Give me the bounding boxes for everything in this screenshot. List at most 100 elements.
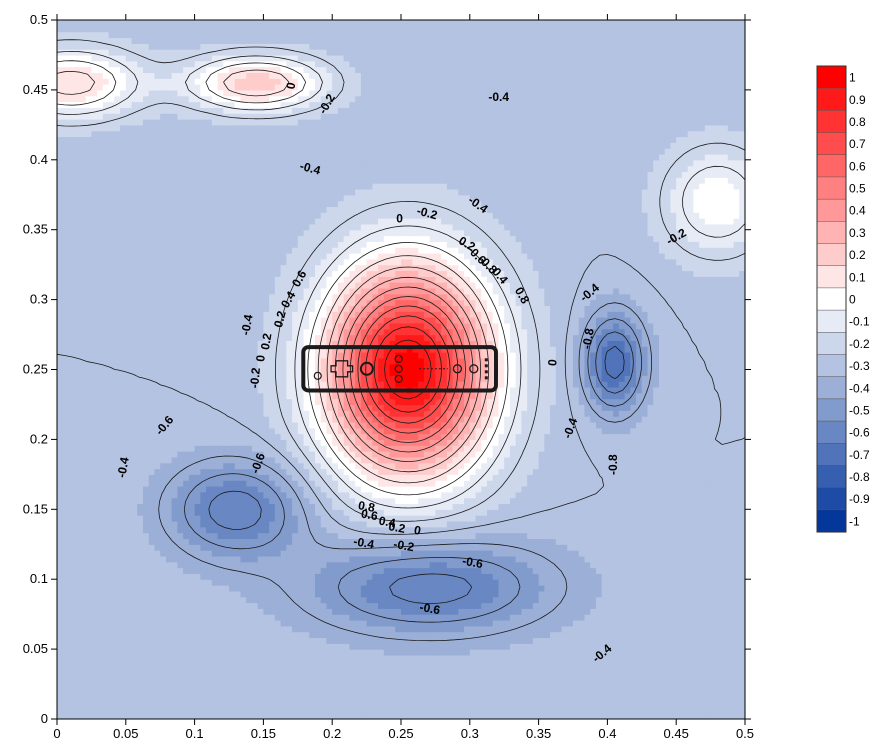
contour-cell	[131, 253, 138, 260]
contour-cell	[200, 101, 207, 108]
contour-cell	[206, 282, 213, 289]
contour-cell	[148, 352, 156, 359]
contour-cell	[286, 148, 293, 155]
contour-cell	[57, 398, 64, 406]
contour-cell	[85, 317, 92, 324]
contour-cell	[91, 119, 98, 126]
contour-cell	[74, 486, 81, 493]
contour-cell	[97, 317, 104, 324]
contour-cell	[68, 37, 75, 44]
contour-cell	[154, 398, 161, 406]
contour-cell	[194, 649, 201, 656]
contour-cell	[263, 515, 270, 522]
contour-cell	[206, 678, 213, 685]
contour-cell	[223, 66, 230, 74]
contour-cell	[183, 218, 190, 225]
contour-cell	[171, 585, 178, 592]
contour-cell	[102, 43, 110, 50]
contour-cell	[223, 357, 230, 365]
contour-cell	[194, 614, 201, 621]
contour-cell	[154, 212, 161, 219]
contour-cell	[234, 410, 242, 417]
contour-cell	[183, 153, 190, 161]
contour-cell	[68, 555, 75, 563]
contour-cell	[160, 666, 167, 673]
contour-cell	[131, 258, 138, 266]
contour-cell	[74, 293, 81, 301]
contour-cell	[177, 340, 184, 347]
contour-cell	[251, 684, 259, 691]
contour-cell	[68, 264, 75, 272]
contour-cell	[120, 614, 127, 621]
contour-cell	[263, 520, 270, 528]
contour-cell	[102, 515, 110, 522]
contour-cell	[165, 322, 173, 330]
contour-cell	[211, 322, 219, 330]
contour-cell	[217, 130, 224, 138]
contour-cell	[280, 445, 287, 452]
contour-cell	[211, 433, 219, 440]
contour-cell	[251, 503, 259, 510]
contour-cell	[251, 188, 259, 196]
contour-cell	[217, 317, 224, 324]
contour-cell	[217, 113, 224, 120]
contour-cell	[171, 352, 178, 359]
contour-cell	[143, 334, 150, 341]
contour-cell	[148, 503, 156, 510]
contour-cell	[251, 637, 259, 644]
contour-cell	[68, 282, 75, 289]
contour-cell	[114, 689, 121, 697]
contour-cell	[91, 177, 98, 184]
contour-cell	[292, 561, 299, 569]
contour-cell	[263, 159, 270, 167]
contour-cell	[171, 625, 178, 633]
contour-cell	[91, 136, 98, 143]
contour-cell	[160, 84, 167, 91]
contour-cell	[251, 72, 259, 79]
contour-cell	[194, 520, 201, 528]
contour-cell	[206, 451, 213, 458]
contour-cell	[148, 625, 156, 633]
contour-cell	[286, 223, 293, 231]
contour-cell	[165, 456, 173, 464]
contour-cell	[57, 20, 64, 27]
contour-cell	[263, 188, 270, 196]
contour-cell	[177, 235, 184, 242]
contour-cell	[120, 602, 127, 609]
contour-cell	[280, 684, 287, 691]
contour-cell	[274, 503, 282, 510]
contour-cell	[160, 229, 167, 237]
contour-cell	[131, 631, 138, 639]
contour-cell	[194, 421, 201, 429]
contour-cell	[102, 678, 110, 685]
contour-cell	[79, 486, 87, 493]
contour-cell	[234, 631, 242, 639]
contour-cell	[165, 305, 173, 312]
contour-cell	[160, 171, 167, 178]
contour-cell	[194, 264, 201, 272]
contour-cell	[62, 579, 70, 586]
contour-cell	[160, 585, 167, 592]
contour-cell	[194, 241, 201, 248]
contour-cell	[211, 550, 219, 557]
contour-cell	[62, 229, 70, 237]
contour-cell	[251, 509, 259, 516]
contour-cell	[74, 25, 81, 33]
contour-cell	[143, 643, 150, 650]
contour-cell	[280, 171, 287, 178]
contour-cell	[200, 381, 207, 388]
contour-cell	[188, 561, 196, 569]
contour-cell	[131, 235, 138, 242]
contour-cell	[206, 136, 213, 143]
contour-cell	[114, 188, 121, 196]
contour-cell	[240, 311, 247, 318]
contour-cell	[74, 200, 81, 207]
contour-cell	[102, 695, 110, 703]
contour-cell	[188, 293, 196, 301]
contour-cell	[217, 666, 224, 673]
contour-cell	[143, 253, 150, 260]
contour-cell	[165, 707, 173, 714]
contour-cell	[125, 456, 133, 464]
contour-cell	[200, 72, 207, 79]
contour-cell	[223, 188, 230, 196]
